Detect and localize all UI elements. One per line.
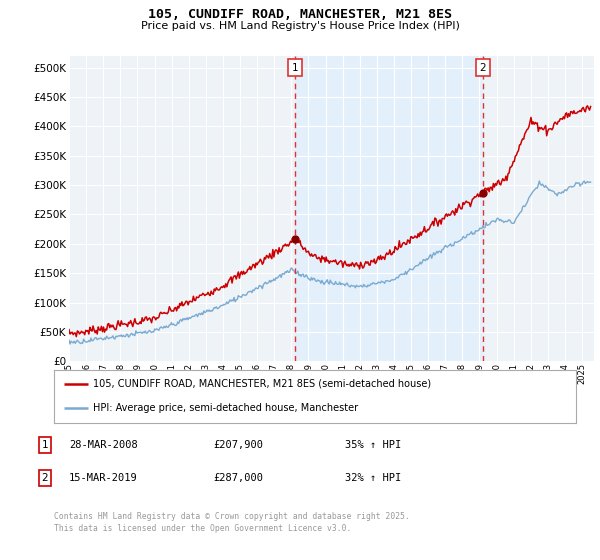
Text: 2: 2 [479, 63, 486, 73]
Text: Price paid vs. HM Land Registry's House Price Index (HPI): Price paid vs. HM Land Registry's House … [140, 21, 460, 31]
Text: 2: 2 [41, 473, 49, 483]
Text: £287,000: £287,000 [213, 473, 263, 483]
Text: 1: 1 [41, 440, 49, 450]
Text: 32% ↑ HPI: 32% ↑ HPI [345, 473, 401, 483]
Text: 35% ↑ HPI: 35% ↑ HPI [345, 440, 401, 450]
Text: 105, CUNDIFF ROAD, MANCHESTER, M21 8ES: 105, CUNDIFF ROAD, MANCHESTER, M21 8ES [148, 8, 452, 21]
Text: £207,900: £207,900 [213, 440, 263, 450]
Text: 1: 1 [292, 63, 299, 73]
Bar [295, 56, 483, 361]
Text: 15-MAR-2019: 15-MAR-2019 [69, 473, 138, 483]
Text: Contains HM Land Registry data © Crown copyright and database right 2025.
This d: Contains HM Land Registry data © Crown c… [54, 512, 410, 533]
Text: 105, CUNDIFF ROAD, MANCHESTER, M21 8ES (semi-detached house): 105, CUNDIFF ROAD, MANCHESTER, M21 8ES (… [93, 379, 431, 389]
Text: HPI: Average price, semi-detached house, Manchester: HPI: Average price, semi-detached house,… [93, 403, 358, 413]
Text: 28-MAR-2008: 28-MAR-2008 [69, 440, 138, 450]
